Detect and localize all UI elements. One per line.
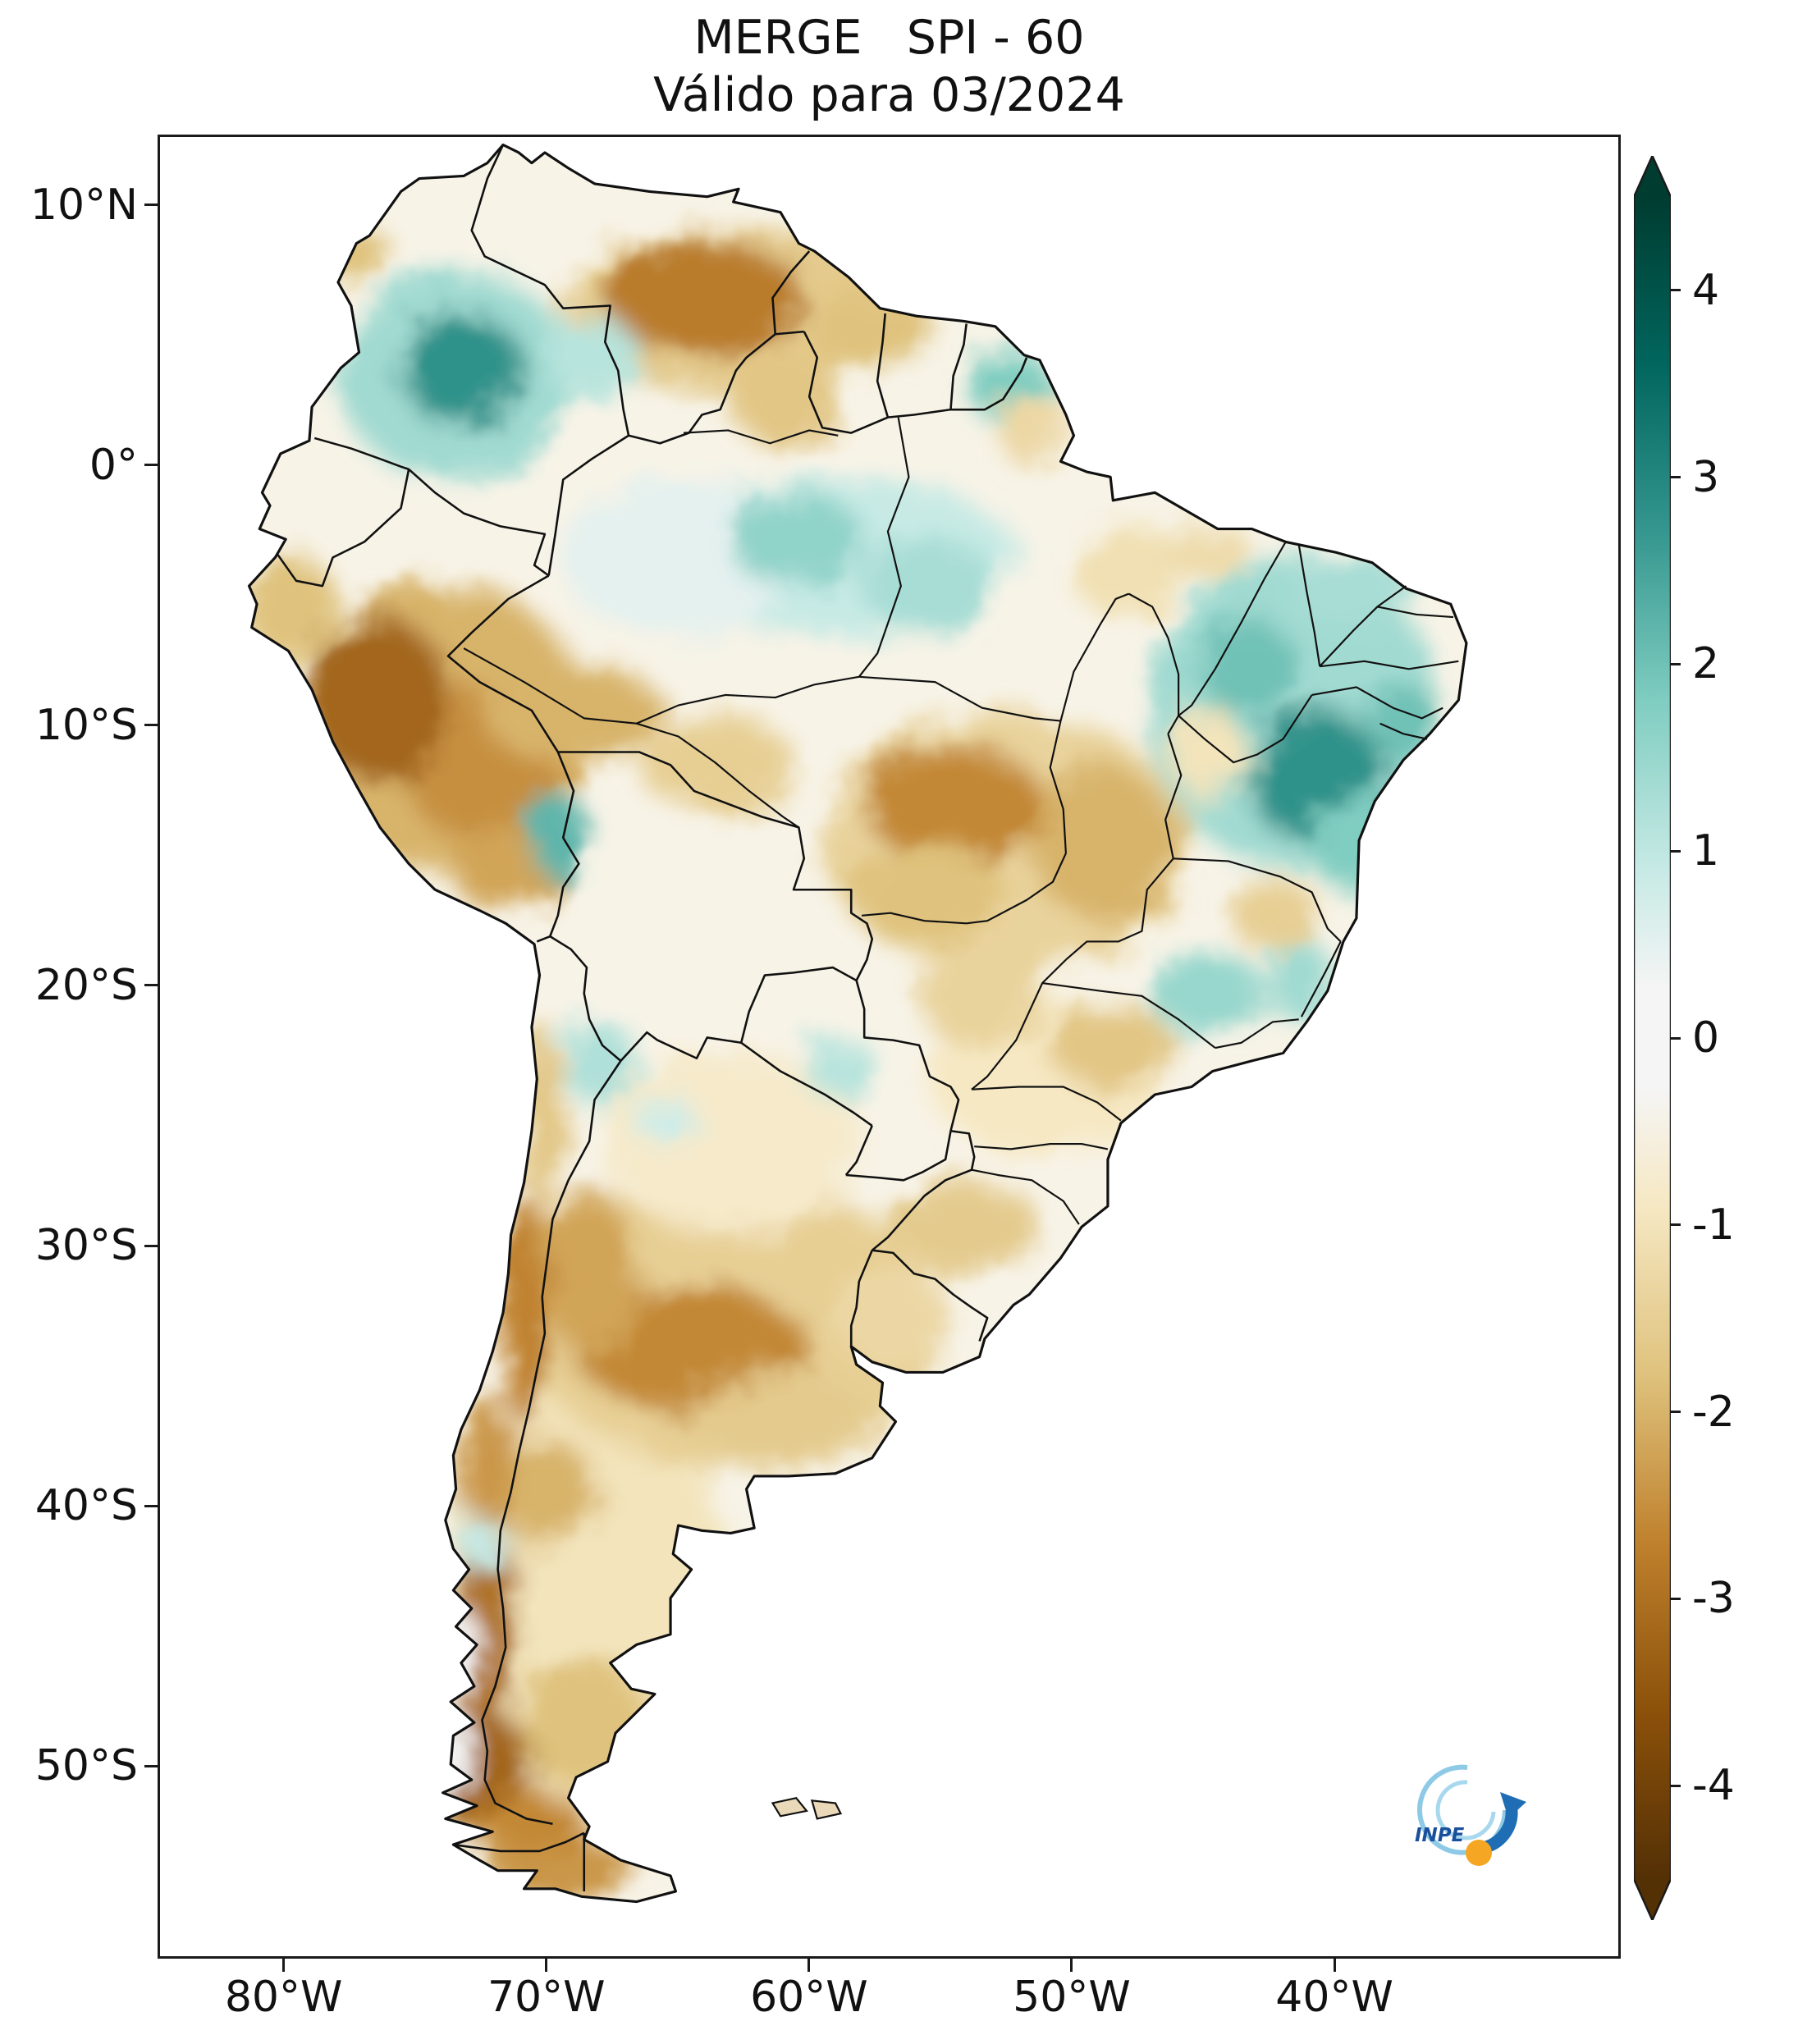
x-tick-mark <box>282 1959 286 1972</box>
colorbar-tick-mark <box>1671 1597 1681 1600</box>
y-tick-mark <box>144 1764 158 1767</box>
y-tick-label: 50°S <box>34 1741 138 1791</box>
y-tick-mark <box>144 464 158 467</box>
y-tick-label: 10°N <box>30 180 138 230</box>
y-tick-label: 0° <box>89 440 138 490</box>
y-tick-mark <box>144 984 158 987</box>
y-tick-mark <box>144 1504 158 1507</box>
map-plot-area <box>158 135 1621 1959</box>
x-tick-mark <box>1333 1959 1336 1972</box>
logo-arrow-head <box>1500 1792 1526 1818</box>
logo-swirl-inner-arc <box>1435 1780 1496 1841</box>
colorbar-tick-mark <box>1671 289 1681 292</box>
y-tick-mark <box>144 1244 158 1247</box>
colorbar-tick-label: -3 <box>1692 1574 1735 1624</box>
y-tick-mark <box>144 203 158 207</box>
colorbar-tick-mark <box>1671 1411 1681 1414</box>
x-tick-label: 80°W <box>224 1973 343 2022</box>
colorbar-tick-label: 1 <box>1692 826 1720 876</box>
colorbar-tick-label: -1 <box>1692 1200 1735 1250</box>
colorbar-tick-mark <box>1671 849 1681 853</box>
y-tick-label: 20°S <box>34 960 138 1010</box>
chart-subtitle: Válido para 03/2024 <box>653 68 1125 122</box>
logo-orange-ball <box>1466 1840 1492 1866</box>
x-tick-label: 70°W <box>487 1973 606 2022</box>
y-tick-label: 10°S <box>34 700 138 750</box>
logo-text: INPE <box>1415 1825 1465 1846</box>
colorbar-tick-label: -2 <box>1692 1387 1735 1437</box>
x-tick-label: 50°W <box>1013 1973 1131 2022</box>
x-tick-mark <box>545 1959 548 1972</box>
x-tick-mark <box>1070 1959 1073 1972</box>
colorbar-tick-label: 2 <box>1692 639 1720 689</box>
colorbar-tick-mark <box>1671 476 1681 479</box>
south-america-spi-map <box>247 143 1468 1904</box>
x-tick-label: 40°W <box>1275 1973 1393 2022</box>
colorbar-tick-label: 0 <box>1692 1013 1720 1063</box>
colorbar-tick-label: 3 <box>1692 452 1720 502</box>
y-tick-mark <box>144 724 158 727</box>
y-tick-label: 30°S <box>34 1221 138 1271</box>
colorbar-gradient <box>1632 153 1672 1923</box>
inpe-logo: INPE <box>1397 1756 1538 1879</box>
x-tick-label: 60°W <box>750 1973 868 2022</box>
y-tick-label: 40°S <box>34 1481 138 1531</box>
inpe-logo-graphic: INPE <box>1415 1764 1526 1866</box>
colorbar-tick-label: -4 <box>1692 1761 1735 1811</box>
x-tick-mark <box>807 1959 811 1972</box>
colorbar-tick-mark <box>1671 662 1681 665</box>
colorbar-tick-mark <box>1671 1223 1681 1227</box>
colorbar-tick-label: 4 <box>1692 265 1720 315</box>
colorbar <box>1632 153 1672 1923</box>
colorbar-tick-mark <box>1671 1036 1681 1040</box>
chart-title: MERGE SPI - 60 <box>693 11 1085 65</box>
colorbar-tick-mark <box>1671 1784 1681 1787</box>
